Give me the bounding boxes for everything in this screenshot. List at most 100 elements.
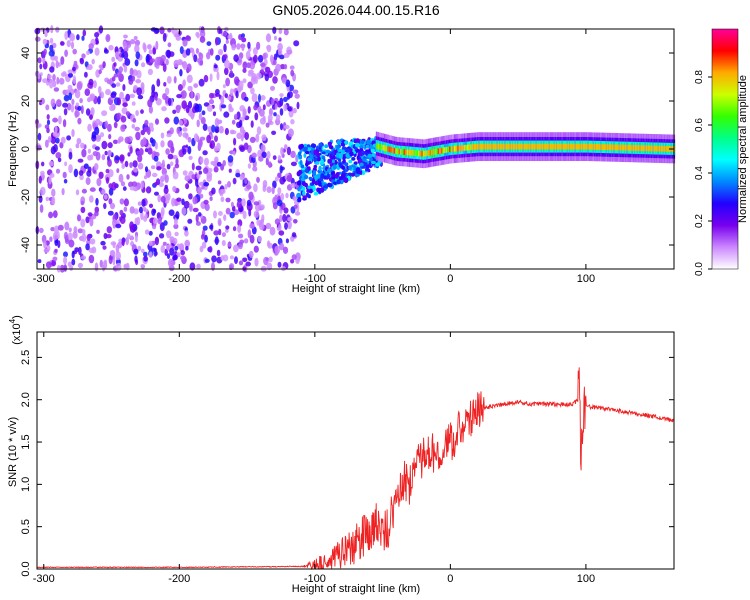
heatmap-cell [285, 238, 289, 244]
heatmap-cell [71, 66, 76, 72]
heatmap-cell [52, 256, 58, 261]
heatmap-cell [249, 234, 255, 244]
heatmap-cell [182, 132, 189, 138]
heatmap-cell [63, 251, 68, 258]
heatmap-cell [440, 147, 443, 154]
heatmap-cell [55, 152, 62, 159]
heatmap-cell [83, 163, 89, 169]
heatmap-cell [43, 48, 47, 56]
heatmap-cell [63, 178, 68, 184]
heatmap-cell [242, 108, 247, 117]
heatmap-cell [152, 217, 158, 225]
spectrogram-x-label: Height of straight line (km) [292, 283, 420, 295]
heatmap-cell [640, 145, 643, 151]
heatmap-cell [344, 162, 349, 167]
heatmap-cell [193, 54, 198, 63]
heatmap-cell [159, 26, 165, 35]
heatmap-cell [360, 140, 366, 145]
heatmap-cell [72, 75, 77, 85]
heatmap-cell [328, 145, 334, 150]
heatmap-cell [84, 88, 91, 96]
heatmap-cell [75, 102, 80, 107]
heatmap-cell [253, 104, 258, 111]
heatmap-cell [167, 140, 174, 148]
heatmap-cell [102, 61, 106, 69]
heatmap-cell [327, 168, 332, 174]
heatmap-cell [168, 97, 172, 107]
heatmap-cell [92, 151, 99, 157]
heatmap-cell [77, 117, 82, 125]
heatmap-cell [94, 126, 100, 136]
heatmap-cell [134, 59, 139, 67]
heatmap-cell [162, 32, 167, 42]
heatmap-cell [44, 30, 48, 38]
heatmap-cell [225, 207, 231, 215]
heatmap-cell [52, 74, 56, 81]
heatmap-cell [165, 58, 169, 66]
heatmap-cell [346, 148, 350, 153]
heatmap-cell [284, 222, 288, 230]
heatmap-cell [51, 196, 56, 205]
heatmap-cell [663, 145, 666, 152]
heatmap-cell [164, 117, 170, 124]
heatmap-cell [46, 114, 50, 120]
heatmap-cell [341, 143, 345, 147]
heatmap-cell [213, 166, 219, 173]
heatmap-cell [499, 143, 501, 150]
heatmap-cell [177, 59, 183, 65]
heatmap-cell [93, 163, 99, 171]
heatmap-cell [505, 143, 508, 150]
heatmap-cell [208, 99, 215, 105]
heatmap-cell [161, 159, 165, 168]
heatmap-cell [82, 29, 87, 37]
heatmap-cell [43, 248, 50, 253]
heatmap-cell [55, 137, 60, 144]
heatmap-cell [148, 203, 154, 208]
heatmap-cell [123, 34, 128, 39]
heatmap-cell [135, 131, 141, 141]
heatmap-cell [89, 217, 94, 227]
heatmap-cell [80, 200, 85, 206]
heatmap-cell [131, 181, 138, 187]
heatmap-cell [262, 53, 267, 60]
heatmap-cell [169, 247, 175, 256]
heatmap-cell [279, 108, 284, 116]
heatmap-cell [598, 144, 601, 150]
heatmap-cell [49, 37, 54, 44]
heatmap-cell [340, 149, 345, 153]
heatmap-cell [81, 148, 87, 158]
heatmap-cell [270, 97, 275, 106]
heatmap-cell [311, 186, 316, 192]
heatmap-cell [527, 143, 529, 150]
heatmap-cell [166, 133, 172, 138]
heatmap-cell [163, 186, 169, 195]
heatmap-cell [39, 204, 44, 213]
heatmap-cell [34, 36, 41, 42]
heatmap-cell [587, 143, 589, 150]
heatmap-cell [230, 201, 234, 208]
heatmap-cell [319, 187, 325, 193]
heatmap-cell [108, 255, 113, 265]
heatmap-cell [143, 126, 150, 133]
heatmap-cell [287, 217, 293, 222]
heatmap-cell [390, 147, 393, 153]
heatmap-cell [215, 54, 221, 61]
heatmap-cell [185, 104, 190, 114]
heatmap-cell [51, 188, 56, 197]
snr-y-tick-label: 2.5 [20, 350, 32, 365]
heatmap-cell [436, 148, 438, 155]
heatmap-cell [224, 59, 230, 69]
heatmap-cell [277, 261, 282, 268]
heatmap-cell [318, 146, 322, 151]
heatmap-cell [280, 192, 284, 201]
heatmap-cell [624, 144, 627, 151]
heatmap-cell [235, 90, 239, 99]
heatmap-cell [541, 143, 544, 150]
heatmap-cell [62, 119, 67, 128]
heatmap-cell [196, 263, 201, 270]
heatmap-cell [120, 115, 127, 123]
heatmap-cell [89, 114, 93, 120]
heatmap-cell [140, 180, 144, 190]
heatmap-cell [144, 213, 148, 219]
heatmap-cell [405, 149, 407, 156]
